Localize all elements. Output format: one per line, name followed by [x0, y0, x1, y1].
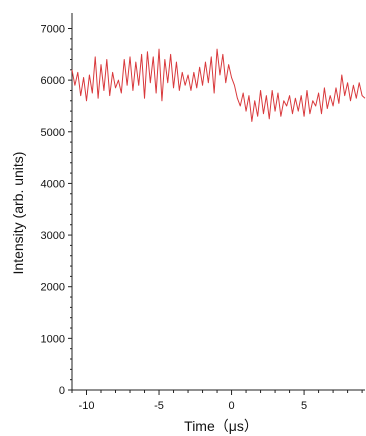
series-layer — [71, 48, 366, 122]
y-tick-label: 7000 — [41, 23, 65, 35]
y-tick-label: 3000 — [41, 230, 65, 242]
y-tick-label: 6000 — [41, 75, 65, 87]
y-axis-title: Intensity (arb. units) — [10, 152, 26, 275]
y-tick-label: 1000 — [41, 333, 65, 345]
x-axis-ticks: -10 -5 0 5 — [71, 390, 363, 412]
x-tick-label: -10 — [79, 400, 95, 412]
x-axis-title: Time（μs） — [184, 418, 258, 434]
x-tick-label: 0 — [228, 400, 234, 412]
x-tick-label: -5 — [154, 400, 164, 412]
y-axis-ticks: 0 1000 2000 3000 4000 5000 6000 7000 — [41, 23, 72, 397]
plot-frame — [71, 13, 365, 391]
y-tick-label: 5000 — [41, 127, 65, 139]
x-tick-label: 5 — [301, 400, 307, 412]
y-tick-label: 0 — [59, 385, 65, 397]
y-tick-label: 4000 — [41, 178, 65, 190]
series-line-0 — [71, 48, 366, 122]
y-tick-label: 2000 — [41, 282, 65, 294]
